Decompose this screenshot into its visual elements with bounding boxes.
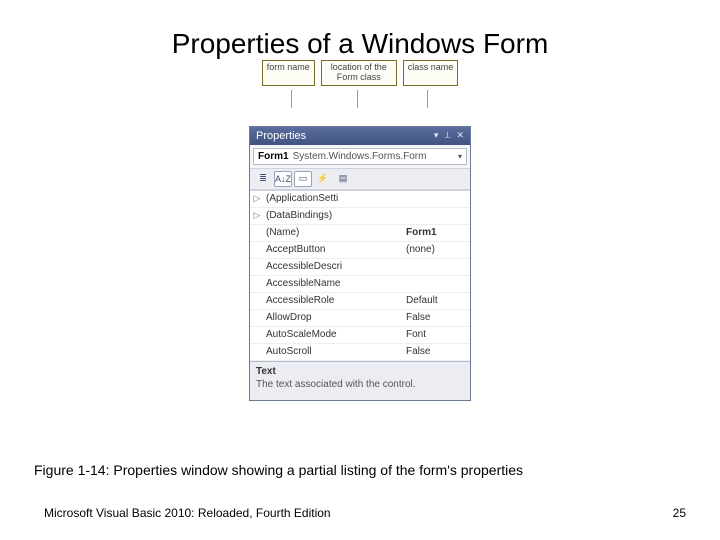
expand-icon[interactable]: ▷	[250, 210, 264, 221]
prop-value[interactable]: Form1	[406, 227, 470, 238]
prop-value[interactable]: (none)	[406, 244, 470, 255]
expand-icon[interactable]: ▷	[250, 193, 264, 204]
properties-toolbar: ≣ A↓Z ▭ ⚡ ▤	[250, 168, 470, 190]
close-icon[interactable]: ✕	[456, 130, 464, 141]
description-pane: Text The text associated with the contro…	[250, 361, 470, 400]
prop-name: (DataBindings)	[264, 210, 406, 221]
grid-row[interactable]: ▷ (ApplicationSetti	[250, 191, 470, 208]
object-selector[interactable]: Form1 System.Windows.Forms.Form ▾	[253, 148, 467, 165]
prop-name: AcceptButton	[264, 244, 406, 255]
callout-form-name: form name	[262, 60, 315, 86]
chevron-down-icon[interactable]: ▾	[458, 152, 462, 161]
grid-row[interactable]: AutoScaleMode Font	[250, 327, 470, 344]
callout-connector-lines	[249, 90, 471, 108]
figure-caption: Figure 1-14: Properties window showing a…	[34, 462, 686, 478]
alphabetical-button[interactable]: A↓Z	[274, 171, 292, 187]
grid-row[interactable]: AccessibleName	[250, 276, 470, 293]
prop-value[interactable]: Font	[406, 329, 470, 340]
pin-icon[interactable]: ⟂	[444, 130, 450, 141]
selected-form-name: Form1	[258, 151, 289, 162]
prop-value[interactable]: False	[406, 312, 470, 323]
categorized-button[interactable]: ≣	[254, 171, 272, 187]
properties-grid: ▷ (ApplicationSetti ▷ (DataBindings) (Na…	[250, 190, 470, 361]
slide-title: Properties of a Windows Form	[0, 0, 720, 60]
grid-row[interactable]: AllowDrop False	[250, 310, 470, 327]
prop-value[interactable]: False	[406, 346, 470, 357]
grid-row[interactable]: AcceptButton (none)	[250, 242, 470, 259]
grid-row[interactable]: ▷ (DataBindings)	[250, 208, 470, 225]
grid-row[interactable]: (Name) Form1	[250, 225, 470, 242]
grid-row[interactable]: AccessibleRole Default	[250, 293, 470, 310]
prop-name: AllowDrop	[264, 312, 406, 323]
prop-name: AccessibleRole	[264, 295, 406, 306]
window-menu-icon[interactable]: ▾	[434, 130, 439, 141]
property-pages-button[interactable]: ▤	[334, 171, 352, 187]
callout-class-name: class name	[403, 60, 459, 86]
prop-name: AutoScroll	[264, 346, 406, 357]
grid-row[interactable]: AutoScroll False	[250, 344, 470, 361]
description-body: The text associated with the control.	[256, 379, 464, 390]
prop-name: AccessibleName	[264, 278, 406, 289]
prop-value[interactable]: Default	[406, 295, 470, 306]
properties-button[interactable]: ▭	[294, 171, 312, 187]
properties-panel: Properties ▾ ⟂ ✕ Form1 System.Windows.Fo…	[249, 126, 471, 401]
description-title: Text	[256, 366, 464, 377]
prop-name: AutoScaleMode	[264, 329, 406, 340]
prop-name: (Name)	[264, 227, 406, 238]
panel-title-bar: Properties ▾ ⟂ ✕	[250, 127, 470, 145]
grid-row[interactable]: AccessibleDescri	[250, 259, 470, 276]
panel-title-text: Properties	[256, 130, 306, 142]
prop-name: (ApplicationSetti	[264, 193, 406, 204]
selected-class-path: System.Windows.Forms.Form	[293, 151, 427, 162]
footer-page: 25	[673, 506, 686, 520]
callouts-row: form name location of the Form class cla…	[249, 60, 471, 86]
prop-name: AccessibleDescri	[264, 261, 406, 272]
callout-form-class-location: location of the Form class	[321, 60, 397, 86]
events-button[interactable]: ⚡	[314, 171, 332, 187]
footer-book: Microsoft Visual Basic 2010: Reloaded, F…	[44, 506, 331, 520]
